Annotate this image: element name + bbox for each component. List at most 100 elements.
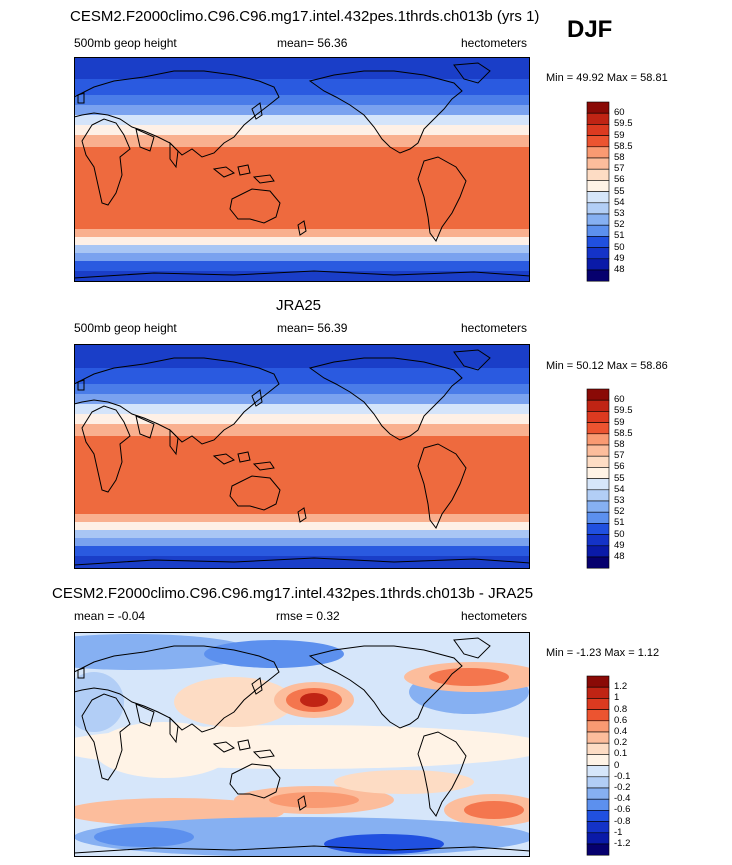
colorbar-swatch (586, 556, 610, 569)
panel2-map (74, 344, 530, 569)
anomaly-contour (174, 677, 294, 727)
colorbar-swatch (586, 731, 610, 744)
colorbar-swatch (586, 247, 610, 260)
colorbar-tick-label: 1 (614, 692, 620, 704)
colorbar-swatch (586, 832, 610, 845)
colorbar-tick-label: 52 (614, 219, 625, 231)
contour-band (74, 253, 530, 261)
colorbar-swatch (586, 810, 610, 822)
coastline (212, 453, 236, 465)
colorbar-swatch (586, 213, 610, 226)
coastline (252, 461, 275, 471)
colorbar-swatch (586, 124, 610, 136)
coastline (81, 693, 131, 781)
colorbar-tick-label: 52 (614, 506, 625, 518)
panel2-units-label: hectometers (461, 321, 528, 335)
colorbar-tick-label: 59 (614, 129, 625, 141)
anomaly-contour (74, 672, 124, 732)
coastline (81, 118, 131, 206)
contour-band (74, 404, 530, 414)
colorbar-tick-label: 51 (614, 517, 625, 529)
coastline (453, 637, 491, 659)
contour-band (74, 530, 530, 538)
coastline (77, 379, 85, 391)
panel1-minmax-label: Min = 49.92 Max = 58.81 (546, 72, 668, 84)
colorbar-tick-label: 58.5 (614, 427, 633, 439)
colorbar-tick-label: 49 (614, 539, 625, 551)
panel3-rmse-label: rmse = 0.32 (276, 609, 340, 623)
coastline (252, 749, 275, 759)
panel2-title: JRA25 (276, 297, 322, 314)
colorbar-tick-label: 57 (614, 163, 625, 175)
colorbar-swatch (586, 500, 610, 513)
contour-band (74, 556, 530, 569)
colorbar-tick-label: 59 (614, 416, 625, 428)
anomaly-contour (204, 640, 344, 668)
colorbar-tick-label: -0.2 (614, 782, 631, 793)
colorbar-swatch (586, 489, 610, 502)
coastline (74, 557, 530, 566)
coastline (237, 739, 251, 751)
panel1-field-label: 500mb geop height (74, 36, 177, 50)
panel3-map (74, 632, 530, 857)
colorbar-swatch (586, 843, 610, 856)
colorbar-tick-label: -0.8 (614, 815, 631, 827)
panel2-mean-label: mean= 56.39 (277, 321, 348, 335)
coastline (297, 795, 307, 811)
colorbar-swatch (586, 742, 610, 755)
colorbar-swatch (586, 157, 610, 170)
contour-band (74, 368, 530, 384)
colorbar-swatch (586, 821, 610, 834)
coastline (297, 507, 307, 523)
colorbar-swatch (586, 776, 610, 789)
colorbar-tick-label: 0.2 (614, 737, 628, 749)
coastline (251, 677, 263, 695)
colorbar-tick-label: 51 (614, 230, 625, 242)
colorbar-tick-label: 58 (614, 439, 625, 450)
colorbar-swatch (586, 135, 610, 148)
coastline (74, 270, 530, 279)
anomaly-contour (269, 792, 359, 808)
colorbar-tick-label: 0.8 (614, 703, 628, 715)
colorbar-swatch (586, 754, 610, 766)
coastline (135, 415, 155, 439)
panel3-mean-label: mean = -0.04 (74, 609, 146, 623)
coastline (417, 156, 467, 242)
coastline (453, 62, 491, 84)
colorbar-tick-label: 58 (614, 152, 625, 163)
coastline (229, 188, 281, 224)
colorbar-tick-label: 0.6 (614, 714, 628, 726)
coastline (74, 357, 280, 445)
colorbar-swatch (586, 422, 610, 435)
colorbar-swatch (586, 478, 610, 491)
colorbar-swatch (586, 720, 610, 733)
contour-band (74, 261, 530, 271)
colorbar-tick-label: 56 (614, 174, 625, 186)
colorbar-tick-label: 48 (614, 551, 625, 562)
coastline (237, 451, 251, 463)
colorbar-tick-label: 55 (614, 185, 625, 197)
colorbar-tick-label: -0.6 (614, 804, 631, 816)
anomaly-contour (74, 634, 254, 670)
panel3-units-label: hectometers (461, 609, 528, 623)
colorbar-swatch (586, 180, 610, 192)
contour-band (74, 522, 530, 530)
colorbar-tick-label: 50 (614, 241, 625, 253)
panel1-mean-label: mean= 56.36 (277, 36, 348, 50)
colorbar-swatch (586, 511, 610, 524)
anomaly-contour (334, 770, 474, 794)
colorbar-swatch (586, 698, 610, 710)
season-label: DJF (567, 16, 613, 43)
colorbar-tick-label: 1.2 (614, 681, 628, 693)
colorbar-swatch (586, 686, 610, 699)
colorbar-swatch (586, 191, 610, 204)
colorbar-tick-label: -1.2 (614, 838, 631, 849)
contour-band (74, 245, 530, 253)
colorbar-tick-label: 59.5 (614, 118, 633, 130)
contour-band (74, 135, 530, 147)
colorbar-swatch (586, 798, 610, 811)
colorbar-swatch (586, 101, 610, 114)
panel3-title: CESM2.F2000climo.C96.C96.mg17.intel.432p… (52, 585, 534, 602)
colorbar-swatch (586, 168, 610, 181)
colorbar-swatch (586, 709, 610, 722)
